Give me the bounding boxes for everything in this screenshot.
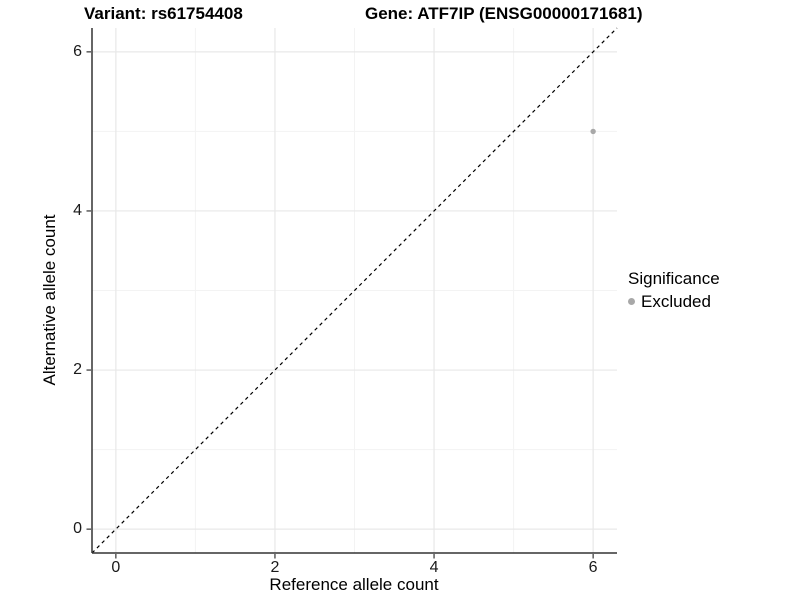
x-tick-label: 4	[429, 559, 439, 576]
legend-item-excluded: Excluded	[628, 292, 720, 312]
x-tick-label: 0	[111, 559, 121, 576]
plot-title-variant: Variant: rs61754408	[84, 4, 243, 23]
data-point	[590, 128, 596, 135]
legend-item-label: Excluded	[641, 291, 711, 311]
plot-svg	[86, 27, 618, 559]
identity-line	[91, 27, 618, 554]
y-tick-label: 0	[73, 520, 82, 538]
y-tick-label: 6	[73, 42, 82, 60]
legend-title: Significance	[628, 269, 720, 288]
legend-dot-icon	[628, 297, 635, 305]
x-tick-label: 2	[270, 559, 280, 576]
plot-title-gene: Gene: ATF7IP (ENSG00000171681)	[365, 4, 643, 23]
x-axis-label: Reference allele count	[269, 575, 439, 594]
y-axis-label: Alternative allele count	[40, 214, 59, 386]
plot-panel	[86, 27, 618, 559]
x-tick-label: 6	[588, 559, 598, 576]
legend: Significance Excluded	[628, 269, 720, 311]
y-tick-label: 4	[73, 201, 82, 219]
y-tick-label: 2	[73, 361, 82, 379]
